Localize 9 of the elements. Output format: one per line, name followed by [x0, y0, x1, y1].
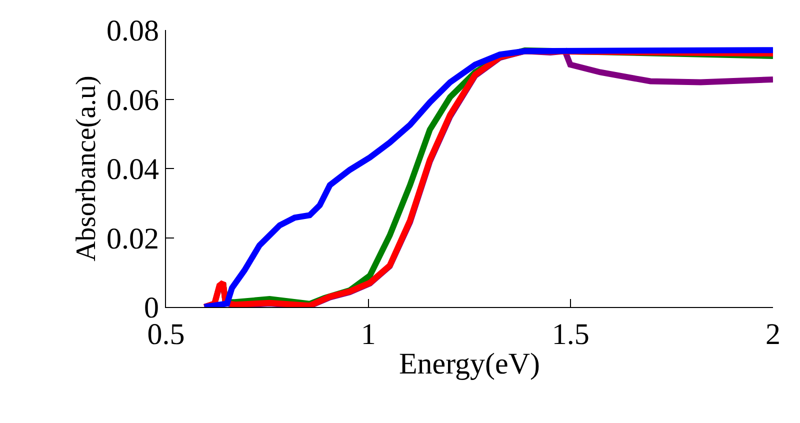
y-tick-label: 0.06 — [106, 84, 159, 117]
x-tick-label: 2 — [766, 318, 780, 351]
x-tick-label: 1 — [360, 318, 376, 351]
y-axis-title: Absorbance(a.u) — [71, 76, 102, 262]
y-tick-label: 0.08 — [106, 14, 159, 48]
x-tick-label: 1.5 — [552, 318, 590, 351]
x-axis-title: Energy(eV) — [398, 348, 540, 380]
y-tick-label: 0.04 — [106, 153, 159, 186]
y-tick-label: 0.02 — [106, 222, 159, 256]
